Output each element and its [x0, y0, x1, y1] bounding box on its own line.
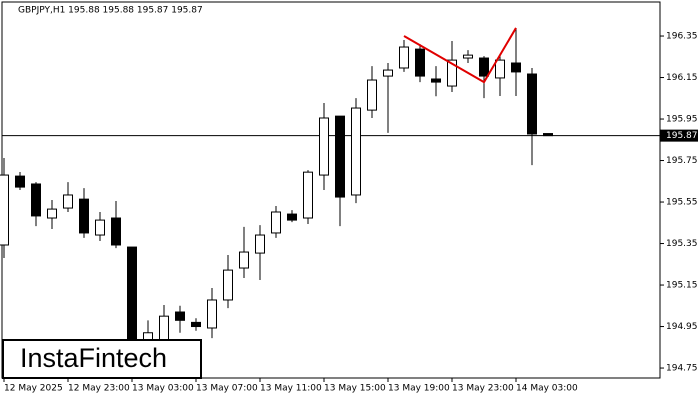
candle-body [255, 234, 265, 254]
candle-body [287, 213, 297, 221]
candle-body [15, 175, 25, 188]
candle-body [351, 107, 361, 196]
y-tick-label: 195.95 [666, 115, 698, 125]
candle-body [223, 269, 233, 301]
y-tick-label: 194.95 [666, 322, 698, 332]
candle-body [527, 73, 537, 135]
candle-body [511, 62, 521, 73]
candle-body [463, 54, 473, 59]
candle-body [495, 59, 505, 79]
x-tick-label: 13 May 19:00 [388, 384, 450, 394]
y-tick-label: 195.55 [666, 198, 698, 208]
candle-body [0, 174, 9, 246]
y-tick-label: 196.35 [666, 32, 698, 42]
chart-title: GBPJPY,H1 195.88 195.88 195.87 195.87 [18, 6, 203, 16]
y-tick-label: 196.15 [666, 73, 698, 83]
x-tick-label: 12 May 2025 [4, 384, 63, 394]
pattern-line [403, 27, 517, 84]
x-tick-label: 12 May 23:00 [68, 384, 130, 394]
plot-frame [1, 1, 661, 379]
y-tick-label: 195.75 [666, 156, 698, 166]
current-price-label: 195.87 [666, 131, 698, 141]
x-tick-label: 13 May 15:00 [324, 384, 386, 394]
candle-body [431, 78, 441, 83]
candle-body [111, 217, 121, 246]
watermark-box [2, 339, 202, 379]
x-tick-label: 13 May 03:00 [132, 384, 194, 394]
candle-body [383, 69, 393, 77]
candle-body [415, 48, 425, 77]
candle-body [31, 183, 41, 217]
watermark: InstaFintech [20, 343, 167, 373]
candle-body [335, 115, 345, 198]
y-tick-label: 195.15 [666, 281, 698, 291]
candle-body [479, 57, 489, 77]
candle-body [239, 251, 249, 269]
candle-body [207, 299, 217, 329]
candle-body [447, 59, 457, 87]
x-tick-label: 13 May 23:00 [452, 384, 514, 394]
candle-body [399, 46, 409, 69]
candle-body [303, 171, 313, 219]
candle-body [63, 194, 73, 209]
x-tick-label: 13 May 07:00 [196, 384, 258, 394]
candle-body [175, 311, 185, 321]
y-tick-label: 195.35 [666, 239, 698, 249]
x-tick-label: 13 May 11:00 [260, 384, 322, 394]
candle-body [47, 208, 57, 219]
candle-body [543, 133, 553, 137]
candle-body [191, 321, 201, 328]
x-tick-label: 14 May 03:00 [516, 384, 578, 394]
candle-body [319, 117, 329, 176]
current-price-box [660, 129, 698, 142]
candle-body [367, 79, 377, 111]
candle-body [271, 211, 281, 234]
candle-body [95, 219, 105, 236]
candle-body [159, 315, 169, 341]
y-tick-label: 194.75 [666, 364, 698, 374]
candle-body [79, 198, 89, 234]
